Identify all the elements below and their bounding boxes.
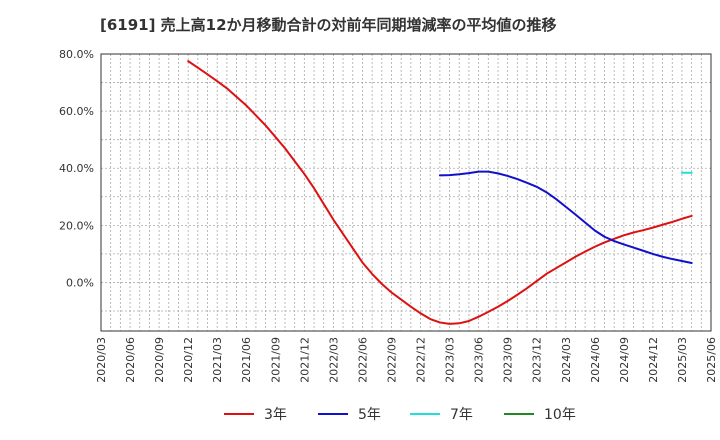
y-tick-label: 20.0%	[59, 219, 94, 232]
x-tick-label: 2022/09	[385, 337, 398, 383]
x-tick-label: 2024/09	[618, 337, 631, 383]
x-tick-label: 2020/09	[153, 337, 166, 383]
x-axis-ticks: 2020/03 2020/06 2020/09 2020/12 2021/03 2021/…	[95, 337, 718, 383]
legend-label-5年: 5年	[358, 407, 381, 423]
y-tick-label: 40.0%	[59, 162, 94, 175]
x-tick-label: 2023/09	[502, 337, 515, 383]
x-tick-label: 2021/12	[298, 337, 311, 383]
y-tick-label: 60.0%	[59, 105, 94, 118]
x-tick-label: 2024/12	[647, 337, 660, 383]
legend: 3年 5年 7年 10年	[224, 407, 576, 423]
x-tick-label: 2021/06	[240, 337, 253, 383]
series-line-5年	[438, 170, 693, 265]
x-tick-label: 2023/03	[444, 337, 457, 383]
x-tick-label: 2020/06	[124, 337, 137, 383]
x-tick-label: 2022/03	[327, 337, 340, 383]
x-tick-label: 2025/03	[676, 337, 689, 383]
legend-label-10年: 10年	[544, 407, 576, 423]
series-line-3年	[187, 60, 693, 325]
chart-title: [6191] 売上高12か月移動合計の対前年同期増減率の平均値の推移	[100, 16, 557, 34]
x-tick-label: 2021/09	[269, 337, 282, 383]
x-tick-label: 2022/12	[415, 337, 428, 383]
legend-label-7年: 7年	[450, 407, 473, 423]
grid-lines	[100, 53, 712, 331]
x-tick-label: 2020/12	[182, 337, 195, 383]
x-tick-label: 2024/03	[560, 337, 573, 383]
y-axis-ticks: 0.0% 20.0% 40.0% 60.0% 80.0%	[59, 48, 94, 289]
legend-label-3年: 3年	[264, 407, 287, 423]
y-tick-label: 0.0%	[66, 276, 94, 289]
x-tick-label: 2022/06	[356, 337, 369, 383]
x-tick-label: 2023/06	[473, 337, 486, 383]
x-tick-label: 2023/12	[531, 337, 544, 383]
series-lines	[187, 60, 693, 325]
x-tick-label: 2025/06	[705, 337, 718, 383]
y-tick-label: 80.0%	[59, 48, 94, 61]
plot-frame	[100, 53, 712, 332]
x-tick-label: 2021/03	[211, 337, 224, 383]
x-tick-label: 2020/03	[95, 337, 108, 383]
x-tick-label: 2024/06	[589, 337, 602, 383]
